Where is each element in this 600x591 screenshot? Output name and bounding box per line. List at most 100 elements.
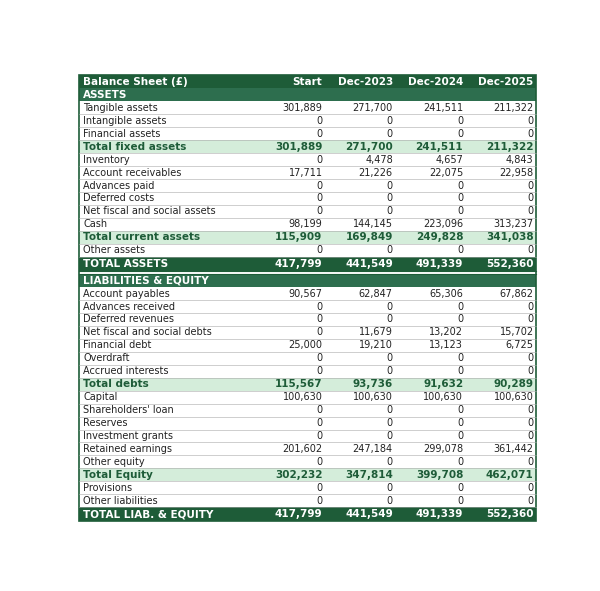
Text: 0: 0 [457,457,463,467]
Text: 0: 0 [457,431,463,441]
Text: Overdraft: Overdraft [83,353,130,363]
Text: Start: Start [293,77,322,87]
Text: Account payables: Account payables [83,288,170,298]
Bar [79,494,536,507]
Bar [79,339,536,352]
Bar [79,300,536,313]
Text: 211,322: 211,322 [493,103,533,113]
Text: 17,711: 17,711 [289,168,322,177]
Text: 0: 0 [527,366,533,376]
Bar [79,102,536,114]
Text: 0: 0 [527,180,533,190]
Text: 144,145: 144,145 [353,219,393,229]
Text: 0: 0 [457,129,463,139]
Text: 0: 0 [316,245,322,255]
Bar [79,166,536,179]
Text: 552,360: 552,360 [486,509,533,519]
Text: 0: 0 [316,314,322,324]
Text: 0: 0 [316,418,322,428]
Text: Accrued interests: Accrued interests [83,366,169,376]
Text: 0: 0 [457,301,463,311]
Text: Total current assets: Total current assets [83,232,200,242]
Bar [79,218,536,231]
Text: Reserves: Reserves [83,418,128,428]
Text: 100,630: 100,630 [494,392,533,402]
Text: 0: 0 [457,314,463,324]
Text: 0: 0 [387,193,393,203]
Text: 301,889: 301,889 [275,142,322,152]
Text: Cash: Cash [83,219,107,229]
Bar [79,313,536,326]
Bar [79,114,536,127]
Text: 0: 0 [387,457,393,467]
Text: 100,630: 100,630 [353,392,393,402]
Text: 491,339: 491,339 [416,259,463,269]
Bar [79,352,536,365]
Text: Balance Sheet (£): Balance Sheet (£) [83,77,188,87]
Text: 0: 0 [387,116,393,126]
Text: 0: 0 [527,314,533,324]
Text: 0: 0 [457,366,463,376]
Text: Advances paid: Advances paid [83,180,155,190]
Text: 0: 0 [527,483,533,493]
Text: 98,199: 98,199 [289,219,322,229]
Text: 0: 0 [457,180,463,190]
Text: 491,339: 491,339 [416,509,463,519]
Text: 211,322: 211,322 [486,142,533,152]
Text: 241,511: 241,511 [416,142,463,152]
Bar [79,468,536,481]
Text: 0: 0 [316,116,322,126]
Text: 0: 0 [316,327,322,337]
Bar [79,231,536,243]
Text: 0: 0 [387,180,393,190]
Text: 22,958: 22,958 [499,168,533,177]
Text: 0: 0 [457,193,463,203]
Bar [79,192,536,205]
Text: 0: 0 [527,206,533,216]
Text: Financial debt: Financial debt [83,340,152,350]
Text: Deferred costs: Deferred costs [83,193,155,203]
Text: 0: 0 [457,245,463,255]
Text: 441,549: 441,549 [345,259,393,269]
Bar [79,271,536,274]
Text: 0: 0 [527,245,533,255]
Text: TOTAL ASSETS: TOTAL ASSETS [83,259,169,269]
Text: 417,799: 417,799 [275,509,322,519]
Text: Other equity: Other equity [83,457,145,467]
Bar [79,274,536,287]
Text: Capital: Capital [83,392,118,402]
Bar [79,456,536,468]
Text: 91,632: 91,632 [423,379,463,389]
Bar [79,404,536,417]
Bar [79,243,536,256]
Text: 249,828: 249,828 [416,232,463,242]
Text: 4,478: 4,478 [365,155,393,165]
Text: 0: 0 [387,483,393,493]
Text: 90,567: 90,567 [289,288,322,298]
Text: Net fiscal and social assets: Net fiscal and social assets [83,206,216,216]
Text: 341,038: 341,038 [486,232,533,242]
Bar [79,430,536,443]
Text: 0: 0 [527,431,533,441]
Text: Other liabilities: Other liabilities [83,496,158,506]
Text: 11,679: 11,679 [359,327,393,337]
Text: 313,237: 313,237 [493,219,533,229]
Text: 0: 0 [316,483,322,493]
Text: 0: 0 [316,405,322,415]
Text: 0: 0 [527,353,533,363]
Text: 0: 0 [527,457,533,467]
Text: 0: 0 [457,353,463,363]
Text: 0: 0 [457,405,463,415]
Bar [79,417,536,430]
Text: 100,630: 100,630 [424,392,463,402]
Text: 0: 0 [387,418,393,428]
Text: 0: 0 [527,405,533,415]
Text: Financial assets: Financial assets [83,129,161,139]
Text: 62,847: 62,847 [359,288,393,298]
Text: Total Equity: Total Equity [83,470,153,480]
Text: 0: 0 [387,353,393,363]
Text: 271,700: 271,700 [353,103,393,113]
Text: 302,232: 302,232 [275,470,322,480]
Text: Tangible assets: Tangible assets [83,103,158,113]
Text: 115,567: 115,567 [275,379,322,389]
